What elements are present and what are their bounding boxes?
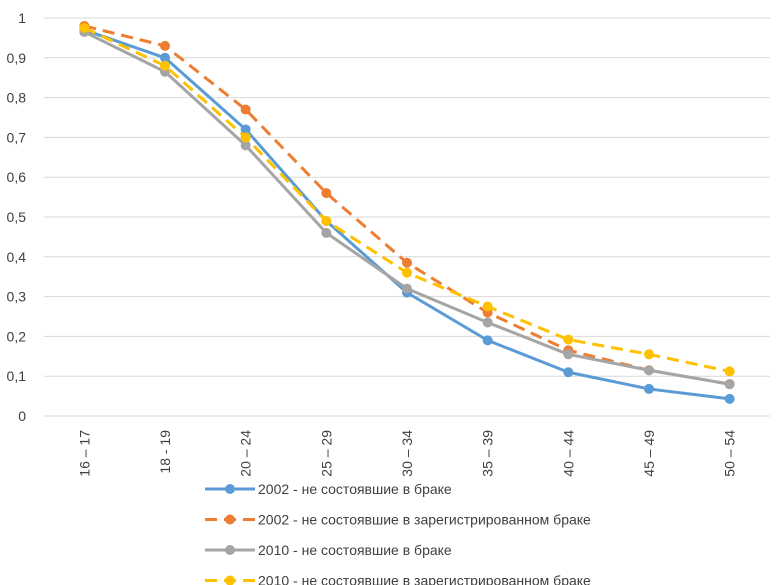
y-tick-label: 0,4 xyxy=(7,249,27,265)
data-point xyxy=(240,124,251,135)
data-point xyxy=(240,132,251,143)
legend-marker xyxy=(225,575,235,585)
x-tick-label: 18 - 19 xyxy=(157,430,173,474)
y-tick-label: 0,2 xyxy=(7,328,27,344)
data-point xyxy=(563,349,574,360)
data-point xyxy=(482,335,493,346)
data-point xyxy=(240,104,251,115)
data-point xyxy=(321,227,332,238)
series-line xyxy=(83,26,730,373)
y-tick-label: 0,9 xyxy=(7,50,27,66)
x-tick-label: 50 – 54 xyxy=(722,430,738,477)
legend: 2002 - не состоявшие в браке 2002 - не со… xyxy=(205,481,591,585)
data-point xyxy=(563,367,574,378)
data-point xyxy=(644,383,654,394)
gridlines xyxy=(44,17,770,417)
legend-label: 2010 - не состоявшие в браке xyxy=(258,542,452,558)
data-point xyxy=(160,52,170,63)
y-tick-label: 0,1 xyxy=(7,368,27,384)
data-point xyxy=(240,140,251,151)
data-point xyxy=(644,365,654,376)
data-point xyxy=(79,22,90,33)
data-point xyxy=(321,188,332,199)
legend-item: 2010 - не состоявшие в браке xyxy=(205,542,452,558)
series-4 xyxy=(79,22,735,377)
data-point xyxy=(724,379,735,390)
x-tick-label: 16 – 17 xyxy=(76,430,92,477)
data-point xyxy=(160,40,170,51)
legend-marker xyxy=(225,484,235,494)
series-3 xyxy=(79,26,735,390)
x-tick-label: 40 – 44 xyxy=(560,430,576,477)
x-tick-label: 25 – 29 xyxy=(318,430,334,477)
x-tick-label: 45 – 49 xyxy=(641,430,657,477)
x-axis-tick-labels: 16 – 17 18 - 19 20 – 24 25 – 29 30 – 34 35 – … xyxy=(76,430,737,477)
data-point xyxy=(482,317,493,328)
legend-marker xyxy=(225,545,235,555)
data-point xyxy=(321,215,332,226)
legend-item: 2002 - не состоявшие в зарегистрированно… xyxy=(205,512,591,528)
series-lines xyxy=(79,20,735,404)
data-point xyxy=(563,334,574,345)
legend-item: 2002 - не состоявшие в браке xyxy=(205,481,452,497)
y-tick-label: 0,8 xyxy=(7,90,27,106)
data-point xyxy=(482,301,493,312)
y-tick-label: 0,6 xyxy=(7,169,27,185)
y-tick-label: 0,3 xyxy=(7,289,27,305)
legend-item: 2010 - не состоявшие в зарегистрированно… xyxy=(205,573,591,585)
data-point xyxy=(160,60,170,71)
legend-label: 2002 - не состоявшие в зарегистрированно… xyxy=(258,512,591,528)
x-tick-label: 20 – 24 xyxy=(238,430,254,477)
y-axis-tick-labels: 0 0,1 0,2 0,3 0,4 0,5 0,6 0,7 0,8 0,9 1 xyxy=(7,10,27,424)
data-point xyxy=(402,257,412,268)
data-point xyxy=(644,349,654,360)
legend-marker xyxy=(225,514,235,525)
legend-label: 2010 - не состоявшие в зарегистрированно… xyxy=(258,573,591,585)
data-point xyxy=(402,283,412,294)
series-line xyxy=(82,30,732,386)
legend-label: 2002 - не состоявшие в браке xyxy=(258,481,452,497)
y-tick-label: 0,7 xyxy=(7,129,27,145)
x-tick-label: 30 – 34 xyxy=(399,430,415,477)
data-point xyxy=(724,366,735,377)
y-tick-label: 0 xyxy=(18,408,26,424)
y-tick-label: 0,5 xyxy=(7,209,27,225)
y-tick-label: 1 xyxy=(18,10,26,26)
series-line xyxy=(83,24,730,386)
data-point xyxy=(724,393,735,404)
x-tick-label: 35 – 39 xyxy=(480,430,496,477)
data-point xyxy=(402,267,412,278)
